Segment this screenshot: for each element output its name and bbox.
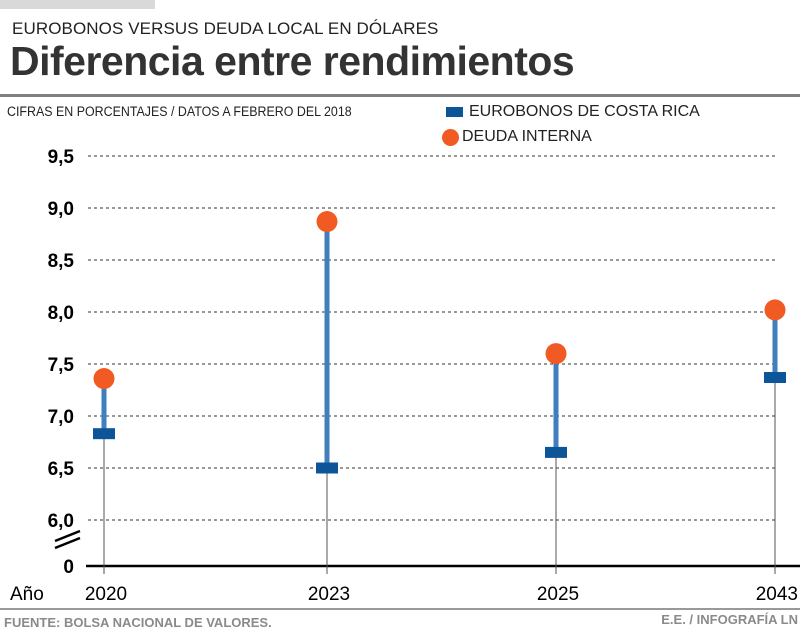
y-tick-label: 7,0 <box>48 407 74 428</box>
x-axis-label: Año <box>10 584 44 605</box>
y-tick-label: 8,5 <box>48 251 75 272</box>
deuda-interna-marker <box>316 211 338 233</box>
circle-marker-icon <box>442 128 459 146</box>
axis-break-mark <box>54 529 81 543</box>
credit-note: E.E. / INFOGRAFÍA LN <box>661 612 798 627</box>
deuda-interna-marker <box>764 299 786 321</box>
x-tick-label: 2043 <box>756 584 798 605</box>
footer-divider <box>0 608 800 610</box>
legend-label-eurobonos: EUROBONOS DE COSTA RICA <box>469 103 700 120</box>
chart-title: Diferencia entre rendimientos <box>10 38 575 84</box>
axis-break-mark <box>54 536 81 550</box>
top-accent-bar <box>0 0 155 9</box>
y-tick-label: 9,5 <box>48 147 75 168</box>
x-tick-label: 2020 <box>85 584 127 605</box>
y-tick-label: 8,0 <box>48 303 74 324</box>
y-tick-label: 0 <box>63 557 74 578</box>
legend-item-eurobonos: EUROBONOS DE COSTA RICA <box>446 103 700 121</box>
square-marker-icon <box>446 107 463 117</box>
x-tick-label: 2025 <box>537 584 579 605</box>
legend-label-deuda-interna: DEUDA INTERNA <box>462 128 592 145</box>
x-tick-label: 2023 <box>308 584 350 605</box>
y-tick-label: 9,0 <box>48 199 74 220</box>
eurobonos-marker <box>545 446 567 458</box>
chart-kicker: EUROBONOS VERSUS DEUDA LOCAL EN DÓLARES <box>12 19 439 38</box>
eurobonos-marker <box>764 372 786 384</box>
deuda-interna-marker <box>93 368 115 390</box>
chart-subtitle: CIFRAS EN PORCENTAJES / DATOS A FEBRERO … <box>7 104 352 119</box>
source-note: FUENTE: BOLSA NACIONAL DE VALORES. <box>4 615 272 630</box>
legend-item-deuda-interna: DEUDA INTERNA <box>442 128 592 146</box>
deuda-interna-marker <box>545 343 567 365</box>
eurobonos-marker <box>316 462 338 474</box>
y-tick-label: 6,0 <box>48 511 74 532</box>
y-tick-label: 7,5 <box>48 355 75 376</box>
header-divider <box>0 94 800 97</box>
eurobonos-marker <box>93 428 115 440</box>
y-tick-label: 6,5 <box>48 459 75 480</box>
